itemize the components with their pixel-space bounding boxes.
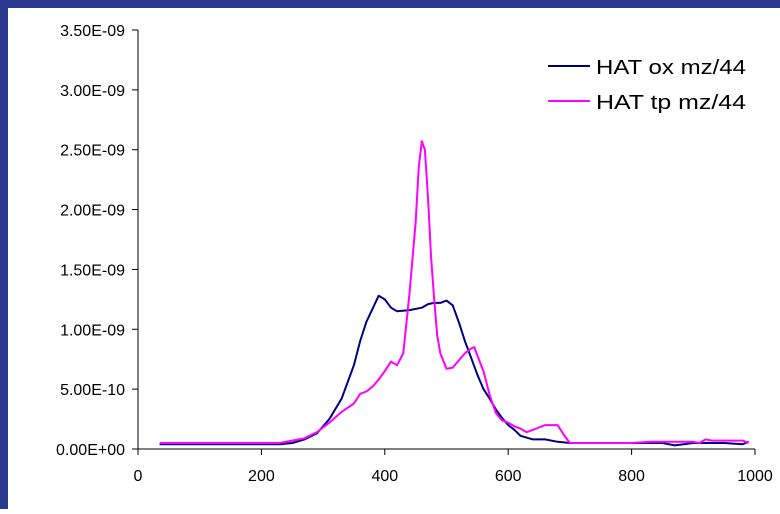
legend-label: HAT tp mz/44	[596, 92, 746, 114]
x-tick-label: 600	[495, 468, 522, 485]
y-tick-label: 2.00E-09	[60, 203, 125, 220]
y-axis: 0.00E+00 5.00E-10 1.00E-09 1.50E-09 2.00E-09…	[56, 23, 139, 459]
legend-item-tp: HAT tp mz/44	[548, 92, 746, 114]
y-tick-label: 5.00E-10	[60, 382, 125, 399]
frame-top	[0, 0, 780, 8]
legend: HAT ox mz/44 HAT tp mz/44	[548, 57, 746, 114]
y-tick-label: 0.00E+00	[56, 442, 125, 459]
y-tick-label: 1.50E-09	[60, 262, 125, 279]
x-tick-label: 800	[618, 468, 645, 485]
y-tick-label: 2.50E-09	[60, 143, 125, 160]
x-tick-label: 1000	[737, 468, 773, 485]
x-tick-label: 400	[371, 468, 398, 485]
legend-item-ox: HAT ox mz/44	[548, 57, 746, 79]
series-tp-line	[159, 140, 750, 444]
y-tick-label: 3.00E-09	[60, 83, 125, 100]
x-axis: 0 200 400 600 800 1000	[134, 448, 773, 485]
y-tick-label: 3.50E-09	[60, 23, 125, 40]
y-tick-label: 1.00E-09	[60, 322, 125, 339]
x-tick-label: 200	[248, 468, 275, 485]
x-tick-label: 0	[134, 468, 143, 485]
frame-left	[0, 0, 8, 509]
plot-series	[159, 140, 750, 447]
series-ox-line	[159, 294, 750, 447]
legend-label: HAT ox mz/44	[596, 57, 746, 79]
